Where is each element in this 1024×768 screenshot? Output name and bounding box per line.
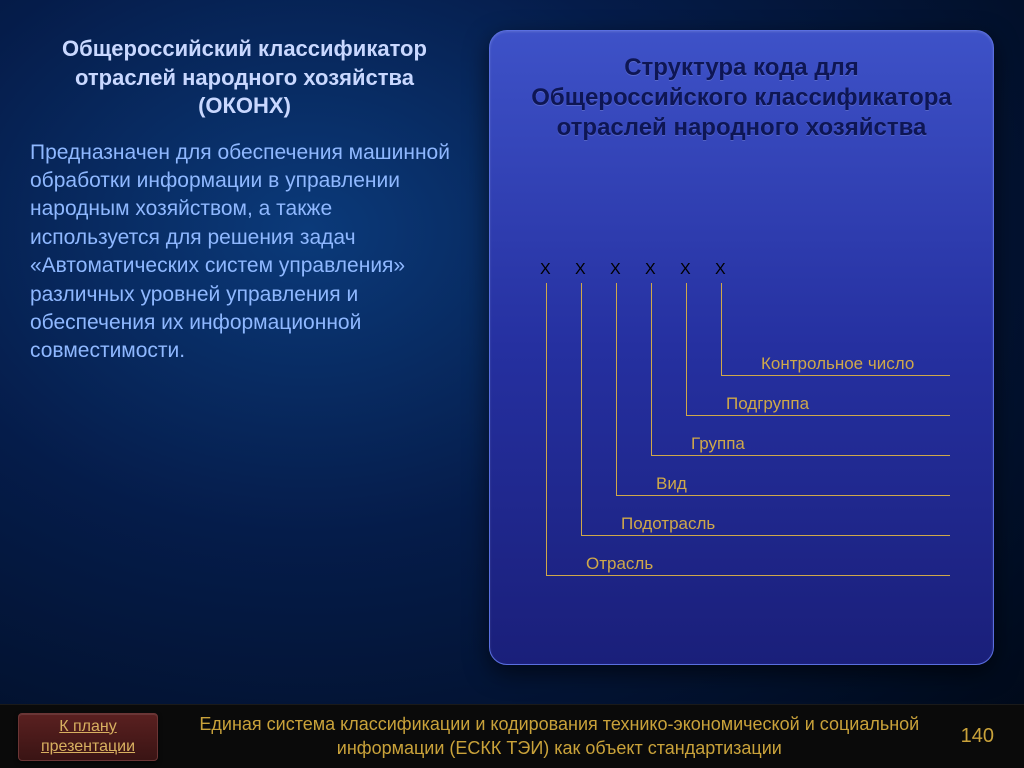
- plan-link-button[interactable]: К плану презентации: [18, 713, 158, 761]
- footer-title: Единая система классификации и кодирован…: [158, 713, 961, 760]
- code-digit: X: [610, 261, 621, 279]
- structure-panel: Структура кода для Общероссийского класс…: [489, 30, 994, 665]
- panel-title: Структура кода для Общероссийского класс…: [518, 53, 965, 143]
- code-digit: X: [680, 261, 691, 279]
- left-body: Предназначен для обеспечения машинной об…: [30, 139, 459, 366]
- left-title: Общероссийский классификатор отраслей на…: [30, 35, 459, 121]
- code-digit: X: [575, 261, 586, 279]
- footer-bar: К плану презентации Единая система класс…: [0, 704, 1024, 768]
- bracket-line: [546, 283, 950, 576]
- code-digit: X: [645, 261, 656, 279]
- code-structure-diagram: XXXXXXКонтрольное числоПодгруппаГруппаВи…: [540, 261, 960, 641]
- page-number: 140: [961, 725, 994, 748]
- bracket-label: Отрасль: [586, 554, 653, 574]
- code-digit: X: [715, 261, 726, 279]
- code-digit: X: [540, 261, 551, 279]
- left-column: Общероссийский классификатор отраслей на…: [30, 30, 459, 665]
